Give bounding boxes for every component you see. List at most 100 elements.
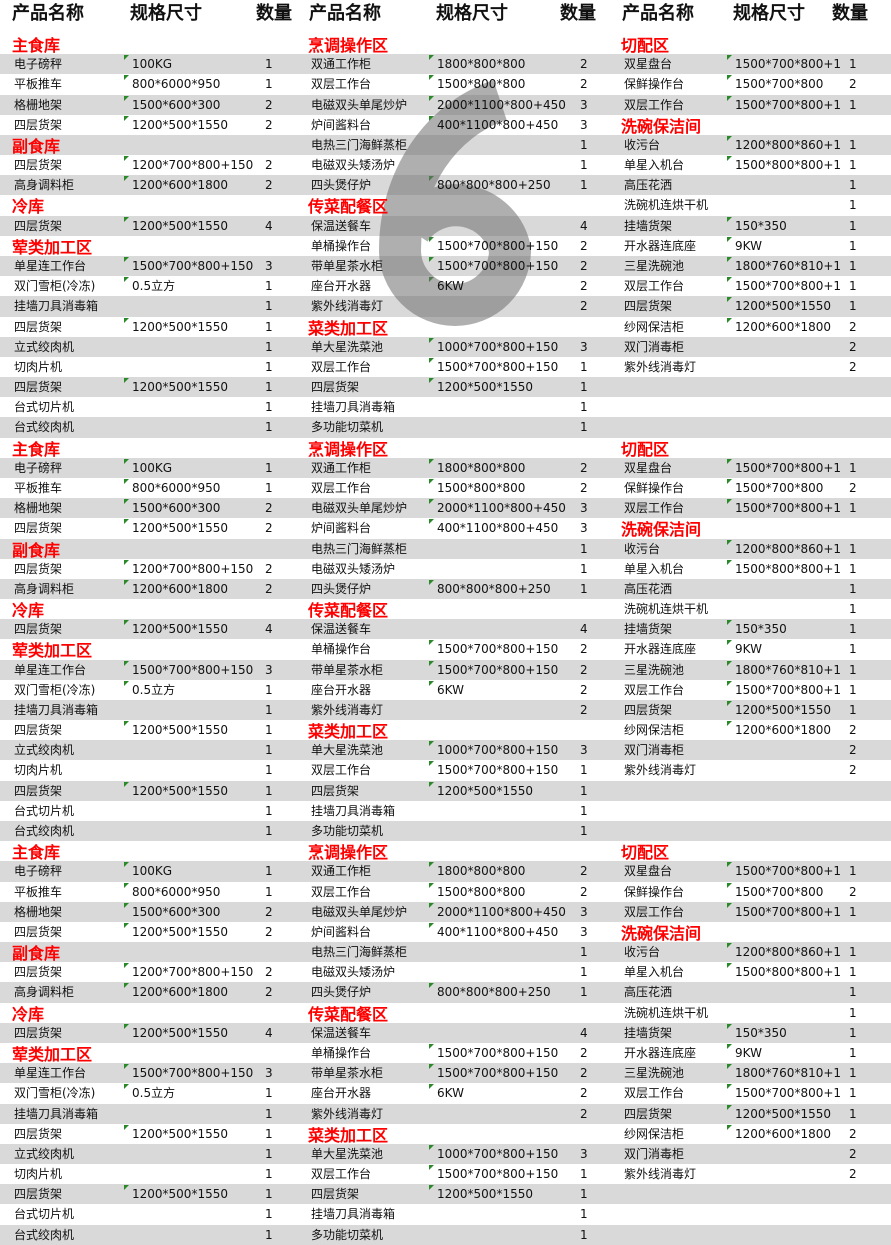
- item-size: 1500*700*800+150: [437, 238, 559, 253]
- item-qty: 1: [849, 581, 857, 596]
- section-heading: 冷库: [12, 1004, 45, 1024]
- item-name: 单桶操作台: [311, 642, 372, 657]
- item-size: 1200*600*1800: [132, 581, 228, 596]
- item-qty: 1: [849, 97, 857, 112]
- item-qty: 1: [265, 803, 273, 818]
- item-size: 9KW: [735, 1046, 762, 1060]
- table-row: 台式绞肉机 1 多功能切菜机 1: [0, 417, 891, 438]
- comment-marker-icon: [429, 902, 434, 908]
- item-name: 紫外线消毒灯: [624, 359, 697, 374]
- item-name: 多功能切菜机: [311, 824, 384, 839]
- section-heading: 菜类加工区: [308, 318, 389, 338]
- item-size: 1200*500*1550: [735, 1106, 831, 1121]
- comment-marker-icon: [124, 1023, 129, 1029]
- table-row: 切肉片机 1 双层工作台 1500*700*800+150 1 紫外线消毒灯 2: [0, 357, 891, 377]
- item-qty: 1: [580, 400, 588, 415]
- item-name: 保鲜操作台: [624, 77, 685, 92]
- item-name: 双层工作台: [311, 763, 372, 778]
- item-name: 高压花洒: [624, 178, 673, 193]
- item-size: 1000*700*800+150: [437, 339, 559, 354]
- comment-marker-icon: [429, 236, 434, 242]
- item-name: 炉间酱料台: [311, 924, 372, 939]
- item-qty: 2: [580, 642, 588, 657]
- item-qty: 1: [580, 137, 588, 152]
- item-qty: 1: [849, 622, 857, 637]
- comment-marker-icon: [124, 458, 129, 464]
- item-size: 1500*800*800+1: [735, 158, 842, 173]
- item-name: 四层货架: [14, 1187, 63, 1202]
- comment-marker-icon: [429, 256, 434, 262]
- item-qty: 4: [580, 218, 588, 233]
- item-size: 1200*500*1550: [132, 1126, 228, 1141]
- header-size-col3: 规格尺寸: [733, 3, 805, 24]
- table-row: 副食库 电热三门海鲜蒸柜 1 收污台 1200*800*860+1 1: [0, 942, 891, 963]
- comment-marker-icon: [727, 620, 732, 626]
- item-qty: 2: [580, 682, 588, 697]
- item-name: 台式绞肉机: [14, 1227, 75, 1242]
- item-name: 炉间酱料台: [311, 117, 372, 132]
- comment-marker-icon: [727, 216, 732, 222]
- table-row: 台式绞肉机 1 多功能切菜机 1: [0, 1224, 891, 1245]
- table-row: 四层货架 1200*500*1550 4 保温送餐车 4 挂墙货架 150*350 1: [0, 619, 891, 640]
- comment-marker-icon: [124, 1124, 129, 1130]
- item-name: 双门雪柜(冷冻): [14, 682, 96, 697]
- item-size: 1200*500*1550: [437, 1187, 533, 1202]
- item-qty: 1: [265, 460, 273, 475]
- item-qty: 1: [265, 480, 273, 495]
- table-row: 四层货架 1200*500*1550 1 菜类加工区 纱网保洁柜 1200*600*180…: [0, 1124, 891, 1145]
- item-qty: 1: [580, 561, 588, 576]
- item-name: 电磁双头单尾炒炉: [311, 904, 408, 919]
- item-qty: 1: [849, 238, 857, 253]
- item-qty: 1: [265, 702, 273, 717]
- comment-marker-icon: [124, 983, 129, 989]
- comment-marker-icon: [727, 559, 732, 565]
- item-qty: 1: [849, 198, 857, 213]
- comment-marker-icon: [429, 882, 434, 888]
- item-qty: 2: [849, 763, 857, 778]
- item-qty: 1: [265, 380, 273, 395]
- item-qty: 1: [849, 460, 857, 475]
- section-heading: 烹调操作区: [308, 439, 389, 459]
- comment-marker-icon: [429, 1044, 434, 1049]
- item-name: 洗碗机连烘干机: [624, 1005, 709, 1020]
- item-name: 电热三门海鲜蒸柜: [311, 137, 408, 152]
- comment-marker-icon: [124, 721, 129, 727]
- comment-marker-icon: [124, 1064, 129, 1070]
- item-size: 1000*700*800+150: [437, 743, 559, 758]
- item-qty: 1: [849, 137, 857, 152]
- comment-marker-icon: [124, 882, 129, 888]
- item-size: 1500*600*300: [132, 904, 221, 919]
- item-name: 高压花洒: [624, 985, 673, 1000]
- item-name: 挂墙刀具消毒箱: [311, 1207, 396, 1222]
- table-row: 电子磅秤 100KG 1 双通工作柜 1800*800*800 2 双星盘台 1500*700…: [0, 54, 891, 75]
- item-qty: 2: [265, 178, 273, 193]
- item-size: 1200*500*1550: [132, 218, 228, 233]
- item-name: 四层货架: [14, 965, 63, 980]
- section-heading: 切配区: [621, 439, 670, 459]
- item-qty: 2: [580, 460, 588, 475]
- item-name: 紫外线消毒灯: [311, 702, 384, 717]
- comment-marker-icon: [727, 700, 732, 706]
- item-qty: 1: [265, 682, 273, 697]
- item-size: 150*350: [735, 1025, 787, 1040]
- item-size: 1200*600*1800: [132, 985, 228, 1000]
- table-row: 四层货架 1200*500*1550 1 菜类加工区 纱网保洁柜 1200*600*180…: [0, 317, 891, 338]
- item-name: 双星盘台: [624, 864, 673, 879]
- section-heading: 冷库: [12, 197, 45, 217]
- item-name: 平板推车: [14, 480, 63, 495]
- item-qty: 1: [265, 723, 273, 738]
- item-size: 1200*500*1550: [132, 924, 228, 939]
- item-name: 双通工作柜: [311, 460, 372, 475]
- item-name: 挂墙刀具消毒箱: [14, 702, 99, 717]
- table-row: 冷库 传菜配餐区 洗碗机连烘干机 1: [0, 1003, 891, 1024]
- item-qty: 1: [265, 279, 273, 294]
- comment-marker-icon: [124, 620, 129, 626]
- item-qty: 4: [265, 622, 273, 637]
- item-name: 保温送餐车: [311, 218, 372, 233]
- section-heading: 主食库: [12, 36, 61, 55]
- item-size: 100KG: [132, 57, 173, 72]
- table-row: 双门雪柜(冷冻) 0.5立方 1 座台开水器 6KW 2 双层工作台 1500*700*800…: [0, 680, 891, 700]
- item-size: 1200*700*800+150: [132, 561, 254, 576]
- item-name: 高身调料柜: [14, 178, 75, 193]
